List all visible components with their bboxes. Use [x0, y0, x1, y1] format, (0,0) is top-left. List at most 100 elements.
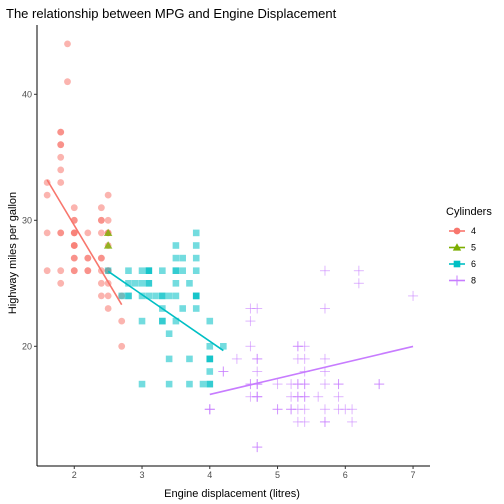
- data-point-cyl-8: [319, 366, 330, 377]
- data-point-cyl-8: [408, 290, 419, 301]
- data-point-cyl-6: [125, 292, 132, 300]
- data-point-cyl-6: [138, 267, 146, 274]
- data-point-cyl-4: [57, 166, 65, 174]
- data-point-cyl-6: [186, 280, 193, 287]
- data-point-cyl-6: [131, 280, 139, 287]
- data-point-cyl-8: [299, 416, 310, 427]
- data-point-cyl-5: [103, 228, 113, 237]
- x-tick-label: 5: [275, 470, 280, 480]
- legend-label-cyl-6: 6: [471, 259, 476, 269]
- trend-line-cyl-4: [46, 179, 123, 306]
- legend-label-cyl-5: 5: [471, 243, 476, 253]
- data-point-cyl-4: [84, 229, 92, 237]
- data-point-cyl-4: [64, 40, 71, 48]
- data-point-cyl-8: [231, 353, 242, 364]
- data-point-cyl-4: [57, 128, 65, 136]
- data-point-cyl-6: [145, 267, 153, 274]
- data-point-cyl-6: [172, 254, 180, 262]
- data-point-cyl-8: [292, 379, 303, 390]
- data-point-cyl-6: [206, 355, 214, 363]
- data-point-cyl-8: [252, 353, 263, 364]
- data-point-cyl-6: [220, 343, 227, 350]
- data-point-cyl-4: [97, 292, 105, 300]
- data-point-cyl-8: [333, 391, 344, 402]
- legend: Cylinders 4 5 6 8: [446, 206, 492, 286]
- data-point-cyl-4: [104, 191, 112, 199]
- data-point-cyl-4: [70, 267, 78, 275]
- data-point-cyl-6: [192, 305, 200, 312]
- data-point-cyl-6: [206, 343, 214, 350]
- data-point-cyl-6: [165, 292, 173, 300]
- data-point-cyl-6: [179, 267, 186, 274]
- data-point-cyl-8: [252, 366, 263, 377]
- x-tick-label: 2: [72, 470, 77, 480]
- data-point-cyl-8: [299, 391, 310, 402]
- y-axis-title: Highway miles per gallon: [7, 192, 19, 314]
- data-point-cyl-8: [374, 379, 385, 390]
- data-point-cyl-4: [104, 216, 112, 224]
- y-tick-label: 40: [22, 89, 32, 99]
- data-point-cyl-8: [272, 404, 283, 415]
- data-point-cyl-6: [172, 267, 180, 274]
- data-point-cyl-6: [206, 317, 214, 325]
- data-point-cyl-8: [319, 404, 330, 415]
- data-point-cyl-4: [118, 342, 126, 350]
- data-point-cyl-8: [204, 404, 215, 415]
- data-point-cyl-6: [172, 242, 180, 249]
- data-point-cyl-4: [70, 254, 78, 262]
- data-point-cyl-6: [159, 267, 166, 274]
- plot-area: 2 3 4 5 6 7 20 30 40: [22, 25, 430, 480]
- data-point-cyl-6: [165, 355, 173, 363]
- y-tick-label: 30: [22, 215, 32, 225]
- data-point-cyl-6: [138, 317, 146, 325]
- legend-key-marker: [453, 227, 461, 235]
- x-tick-label: 3: [140, 470, 145, 480]
- data-point-cyl-4: [118, 317, 126, 325]
- data-point-cyl-6: [192, 229, 200, 237]
- data-point-cyl-6: [159, 317, 166, 325]
- data-point-cyl-6: [165, 380, 173, 388]
- data-point-cyl-4: [57, 141, 65, 149]
- data-point-cyl-6: [159, 292, 166, 300]
- data-point-cyl-8: [319, 303, 330, 314]
- data-point-cyl-6: [179, 305, 186, 312]
- data-point-cyl-4: [70, 229, 78, 237]
- chart-title: The relationship between MPG and Engine …: [6, 6, 337, 21]
- data-point-cyl-6: [125, 280, 132, 287]
- data-point-cyl-6: [206, 380, 214, 388]
- data-point-cyl-6: [104, 267, 112, 274]
- data-point-cyl-6: [152, 292, 159, 300]
- data-point-cyl-4: [57, 279, 65, 287]
- data-point-cyl-4: [64, 78, 71, 86]
- data-point-cyl-4: [43, 229, 51, 237]
- data-point-cyl-6: [206, 368, 214, 375]
- data-point-cyl-6: [172, 292, 180, 300]
- legend-label-cyl-8: 8: [471, 276, 476, 286]
- data-point-cyl-4: [97, 229, 105, 237]
- data-point-cyl-4: [43, 267, 51, 275]
- data-point-cyl-8: [353, 278, 364, 289]
- data-point-cyl-4: [104, 305, 112, 312]
- data-point-cyl-8: [313, 391, 324, 402]
- data-point-cyl-8: [245, 341, 256, 352]
- data-point-cyl-6: [172, 280, 180, 287]
- data-point-cyl-4: [43, 191, 51, 199]
- data-point-cyl-8: [252, 303, 263, 314]
- data-point-cyl-6: [199, 380, 207, 388]
- legend-key-marker: [453, 260, 461, 268]
- data-point-cyl-4: [97, 254, 105, 262]
- data-point-cyl-6: [186, 380, 193, 388]
- trend-line-cyl-8: [209, 345, 414, 396]
- legend-title: Cylinders: [446, 206, 492, 218]
- data-point-cyl-8: [292, 341, 303, 352]
- data-point-cyl-6: [138, 380, 146, 388]
- data-point-cyl-8: [272, 379, 283, 390]
- x-tick-label: 7: [411, 470, 416, 480]
- data-point-cyl-6: [192, 254, 200, 262]
- data-point-cyl-6: [145, 292, 153, 300]
- legend-key-marker: [452, 243, 462, 251]
- data-point-cyl-8: [340, 404, 351, 415]
- data-point-cyl-8: [347, 416, 358, 427]
- data-point-cyl-5: [103, 241, 113, 249]
